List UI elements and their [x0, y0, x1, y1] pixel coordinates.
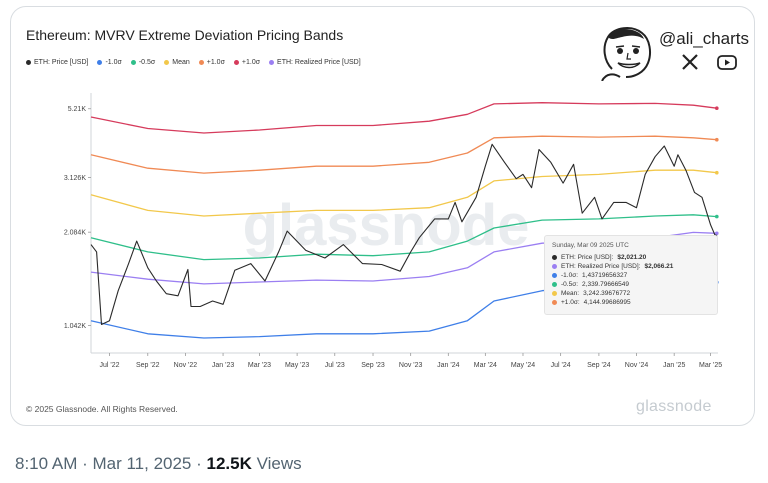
series-end-point-0	[715, 106, 719, 110]
author-handle: @ali_charts	[659, 29, 750, 48]
x-tick-label: Jan '23	[212, 362, 234, 369]
x-tick-label: May '23	[285, 362, 309, 369]
youtube-icon[interactable]	[717, 55, 737, 70]
x-tick-label: Nov '24	[625, 362, 649, 369]
series-line-2	[90, 169, 717, 217]
legend-swatch	[97, 60, 103, 65]
legend-swatch	[198, 60, 204, 65]
x-tick-label: Sep '22	[136, 362, 160, 369]
legend-label: -1.0σ	[105, 59, 122, 66]
tooltip-value: 2,339.79666549	[582, 281, 630, 288]
tooltip-label: -0.5σ:	[561, 281, 579, 288]
legend-swatch	[269, 60, 275, 65]
mvrv-chart: glassnode 1.042K 2.084K 3.126K 5.21K Jul '22 S…	[64, 93, 722, 369]
y-tick-label: 1.042K	[64, 323, 87, 330]
legend-item[interactable]: Mean	[164, 59, 190, 66]
x-logo-icon[interactable]	[681, 53, 699, 71]
tooltip-value: 4,144.99686995	[583, 299, 631, 306]
tooltip-date: Sunday, Mar 09 2025 UTC	[552, 242, 629, 249]
legend-item[interactable]: +1.0σ	[198, 59, 225, 66]
chart-title: Ethereum: MVRV Extreme Deviation Pricing…	[26, 27, 344, 43]
legend-label: ETH: Price [USD]	[34, 59, 89, 66]
x-tick-label: May '24	[511, 362, 535, 369]
legend-item[interactable]: -1.0σ	[97, 59, 122, 66]
legend-label: -0.5σ	[138, 59, 156, 66]
legend-label: +1.0σ	[206, 59, 225, 66]
chart-tooltip: Sunday, Mar 09 2025 UTC ETH: Price [USD]…	[544, 235, 718, 315]
x-tick-label: Nov '22	[174, 362, 198, 369]
tooltip-swatch	[552, 255, 557, 260]
tooltip-value: 1,43719656327	[582, 272, 628, 279]
tooltip-row: -0.5σ: 2,339.79666549	[552, 281, 629, 288]
x-tick-label: Jan '25	[663, 362, 685, 369]
chart-watermark: glassnode	[243, 193, 530, 258]
series-end-point-4	[715, 231, 719, 236]
tooltip-swatch	[552, 273, 557, 278]
series-end-point-1	[715, 137, 719, 142]
tooltip-swatch	[552, 291, 557, 296]
legend-item[interactable]: ETH: Realized Price [USD]	[269, 59, 361, 66]
legend-item[interactable]: +1.0σ	[233, 59, 261, 66]
x-tick-label: Jul '23	[325, 362, 345, 369]
tweet-meta: 8:10 AM · Mar 11, 2025 · 12.5K Views	[15, 454, 302, 474]
tooltip-row: -1.0σ: 1,43719656327	[552, 272, 627, 279]
series-end-point-3	[715, 214, 719, 219]
glassnode-logo: glassnode	[636, 398, 712, 415]
cartoon-avatar-icon	[601, 27, 651, 81]
tweet-timestamp[interactable]: 8:10 AM · Mar 11, 2025 ·	[15, 454, 207, 473]
tooltip-row: ETH: Realized Price [USD]: $2,066.21	[552, 263, 673, 270]
chart-legend: ETH: Price [USD] -1.0σ -0.5σ Mean +1.0σ +1.0σ…	[26, 59, 361, 66]
series-end-point-2	[715, 170, 719, 175]
tooltip-row: Mean: 3,242.39676772	[552, 290, 630, 297]
legend-swatch	[130, 60, 136, 65]
x-tick-label: Sep '23	[361, 362, 385, 369]
tooltip-label: ETH: Realized Price [USD]:	[561, 263, 641, 270]
legend-swatch	[26, 60, 31, 65]
tweet-chart-card: Ethereum: MVRV Extreme Deviation Pricing…	[10, 6, 755, 426]
legend-label: ETH: Realized Price [USD]	[277, 59, 361, 66]
legend-item[interactable]: ETH: Price [USD]	[26, 59, 88, 66]
tooltip-label: ETH: Price [USD]:	[561, 254, 614, 261]
x-tick-label: Mar '25	[699, 362, 722, 369]
tooltip-label: -1.0σ:	[561, 272, 579, 279]
tooltip-swatch	[552, 282, 557, 287]
x-tick-label: Mar '24	[474, 362, 497, 369]
x-tick-label: Jan '24	[437, 362, 459, 369]
x-tick-label: Jul '22	[100, 362, 120, 369]
view-count: 12.5K	[206, 454, 252, 473]
tooltip-swatch	[552, 300, 557, 305]
x-tick-label: Nov '23	[399, 362, 423, 369]
tooltip-label: Mean:	[561, 290, 580, 297]
y-tick-label: 3.126K	[64, 175, 87, 182]
series-line-0	[90, 102, 717, 134]
tooltip-value: $2,021.20	[617, 254, 647, 261]
tooltip-label: +1.0σ:	[561, 299, 580, 306]
legend-swatch	[164, 60, 170, 65]
series-line-3	[90, 214, 717, 261]
y-tick-label: 2.084K	[64, 230, 87, 237]
views-label: Views	[251, 454, 302, 473]
tooltip-swatch	[552, 264, 557, 269]
legend-swatch	[233, 60, 239, 65]
legend-label: +1.0σ	[241, 59, 261, 66]
tooltip-row: ETH: Price [USD]: $2,021.20	[552, 254, 646, 261]
series-line-1	[90, 135, 717, 174]
tooltip-row: +1.0σ: 4,144.99686995	[552, 299, 631, 306]
tooltip-value: 3,242.39676772	[583, 290, 631, 297]
x-tick-label: Sep '24	[587, 362, 611, 369]
y-tick-label: 5.21K	[68, 106, 87, 113]
x-tick-label: Jul '24	[551, 362, 571, 369]
series-line-6	[90, 143, 717, 326]
legend-item[interactable]: -0.5σ	[130, 59, 156, 66]
x-tick-label: Mar '23	[248, 362, 271, 369]
copyright-text: © 2025 Glassnode. All Rights Reserved.	[26, 404, 178, 414]
legend-label: Mean	[172, 59, 190, 66]
tooltip-value: $2,066.21	[644, 263, 674, 270]
